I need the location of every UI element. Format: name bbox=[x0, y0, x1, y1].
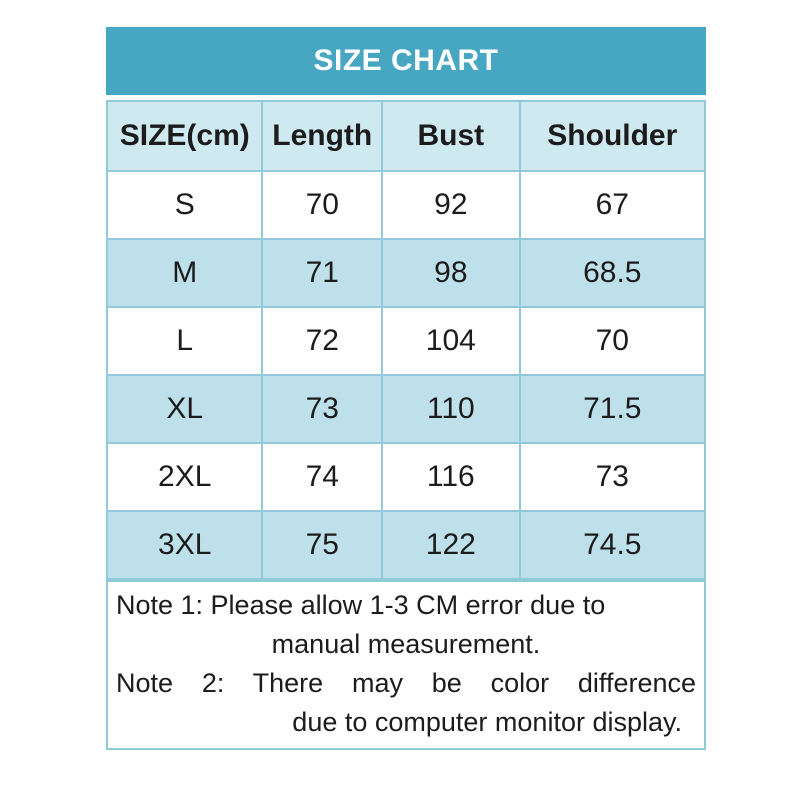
shoulder-cell: 73 bbox=[518, 442, 707, 512]
length-cell: 71 bbox=[261, 238, 384, 308]
note-2-line-1: Note 2: There may be color difference bbox=[116, 668, 696, 698]
table-row-xl: XL 73 110 71.5 bbox=[105, 374, 707, 444]
size-cell: L bbox=[105, 306, 264, 376]
table-row-3xl: 3XL 75 122 74.5 bbox=[105, 510, 707, 580]
size-table: SIZE(cm) Length Bust Shoulder S 70 92 67… bbox=[105, 100, 707, 580]
table-row-m: M 71 98 68.5 bbox=[105, 238, 707, 308]
table-row-s: S 70 92 67 bbox=[105, 170, 707, 240]
size-cell: S bbox=[105, 170, 264, 240]
size-chart-title: SIZE CHART bbox=[313, 44, 499, 77]
length-cell: 74 bbox=[261, 442, 384, 512]
table-row-l: L 72 104 70 bbox=[105, 306, 707, 376]
column-header-shoulder: Shoulder bbox=[518, 100, 707, 172]
column-header-size: SIZE(cm) bbox=[105, 100, 264, 172]
bust-cell: 98 bbox=[381, 238, 521, 308]
bust-cell: 116 bbox=[381, 442, 521, 512]
length-cell: 70 bbox=[261, 170, 384, 240]
note-1-line-2: manual measurement. bbox=[271, 629, 541, 659]
table-row-2xl: 2XL 74 116 73 bbox=[105, 442, 707, 512]
shoulder-cell: 68.5 bbox=[518, 238, 707, 308]
column-header-bust: Bust bbox=[381, 100, 521, 172]
bust-cell: 122 bbox=[381, 510, 521, 580]
shoulder-cell: 74.5 bbox=[518, 510, 707, 580]
note-1-line-1: Note 1: Please allow 1-3 CM error due to bbox=[116, 590, 606, 620]
shoulder-cell: 70 bbox=[518, 306, 707, 376]
size-chart-panel: SIZE CHART SIZE(cm) Length Bust Shoulder bbox=[105, 27, 707, 750]
size-cell: XL bbox=[105, 374, 264, 444]
column-header-length: Length bbox=[261, 100, 384, 172]
bust-cell: 92 bbox=[381, 170, 521, 240]
shoulder-cell: 67 bbox=[518, 170, 707, 240]
size-cell: 2XL bbox=[105, 442, 264, 512]
size-cell: M bbox=[105, 238, 264, 308]
bust-cell: 104 bbox=[381, 306, 521, 376]
length-cell: 72 bbox=[261, 306, 384, 376]
length-cell: 73 bbox=[261, 374, 384, 444]
header-row: SIZE(cm) Length Bust Shoulder bbox=[105, 100, 707, 172]
size-chart-title-bar: SIZE CHART bbox=[106, 27, 706, 95]
bust-cell: 110 bbox=[381, 374, 521, 444]
shoulder-cell: 71.5 bbox=[518, 374, 707, 444]
length-cell: 75 bbox=[261, 510, 384, 580]
note-2-line-2: due to computer monitor display. bbox=[292, 707, 682, 737]
size-cell: 3XL bbox=[105, 510, 264, 580]
notes-box: Note 1: Please allow 1-3 CM error due to… bbox=[106, 580, 706, 750]
